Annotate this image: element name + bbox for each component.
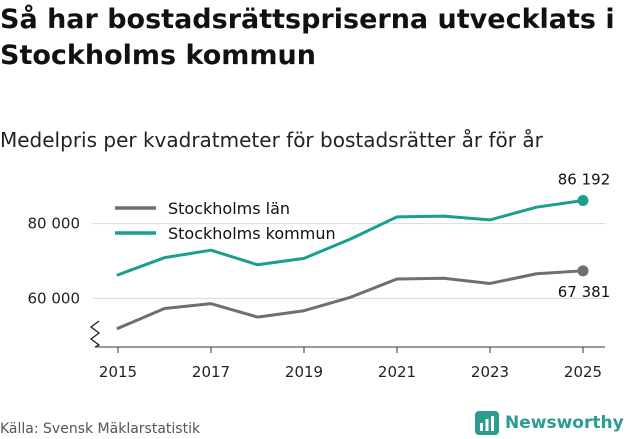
x-tick-label: 2017 [192, 363, 230, 381]
x-tick-label: 2023 [471, 363, 509, 381]
x-tick-label: 2025 [564, 363, 602, 381]
newsworthy-logo: Newsworthy [475, 409, 624, 437]
source-note: Källa: Svensk Mäklarstatistik [0, 421, 201, 437]
brand-name: Newsworthy [505, 413, 624, 433]
chart-title: Så har bostadsrättspriserna utvecklats i… [0, 4, 615, 71]
series-end-point [577, 194, 589, 206]
axis-break-icon [89, 320, 101, 348]
series-line-1 [116, 198, 585, 277]
legend-label: Stockholms län [168, 199, 290, 218]
x-tick-label: 2015 [99, 363, 137, 381]
x-tick-label: 2019 [285, 363, 323, 381]
series-line-0 [116, 269, 585, 330]
bar-chart-icon [475, 411, 499, 435]
y-tick-label: 80 000 [28, 215, 81, 233]
data-label: 67 381 [558, 283, 611, 301]
series-end-point [577, 265, 589, 277]
x-tick-label: 2021 [378, 363, 416, 381]
data-label: 86 192 [558, 170, 611, 188]
legend-label: Stockholms kommun [168, 224, 336, 243]
y-tick-label: 60 000 [28, 289, 81, 307]
chart-subtitle: Medelpris per kvadratmeter för bostadsrä… [0, 128, 543, 152]
